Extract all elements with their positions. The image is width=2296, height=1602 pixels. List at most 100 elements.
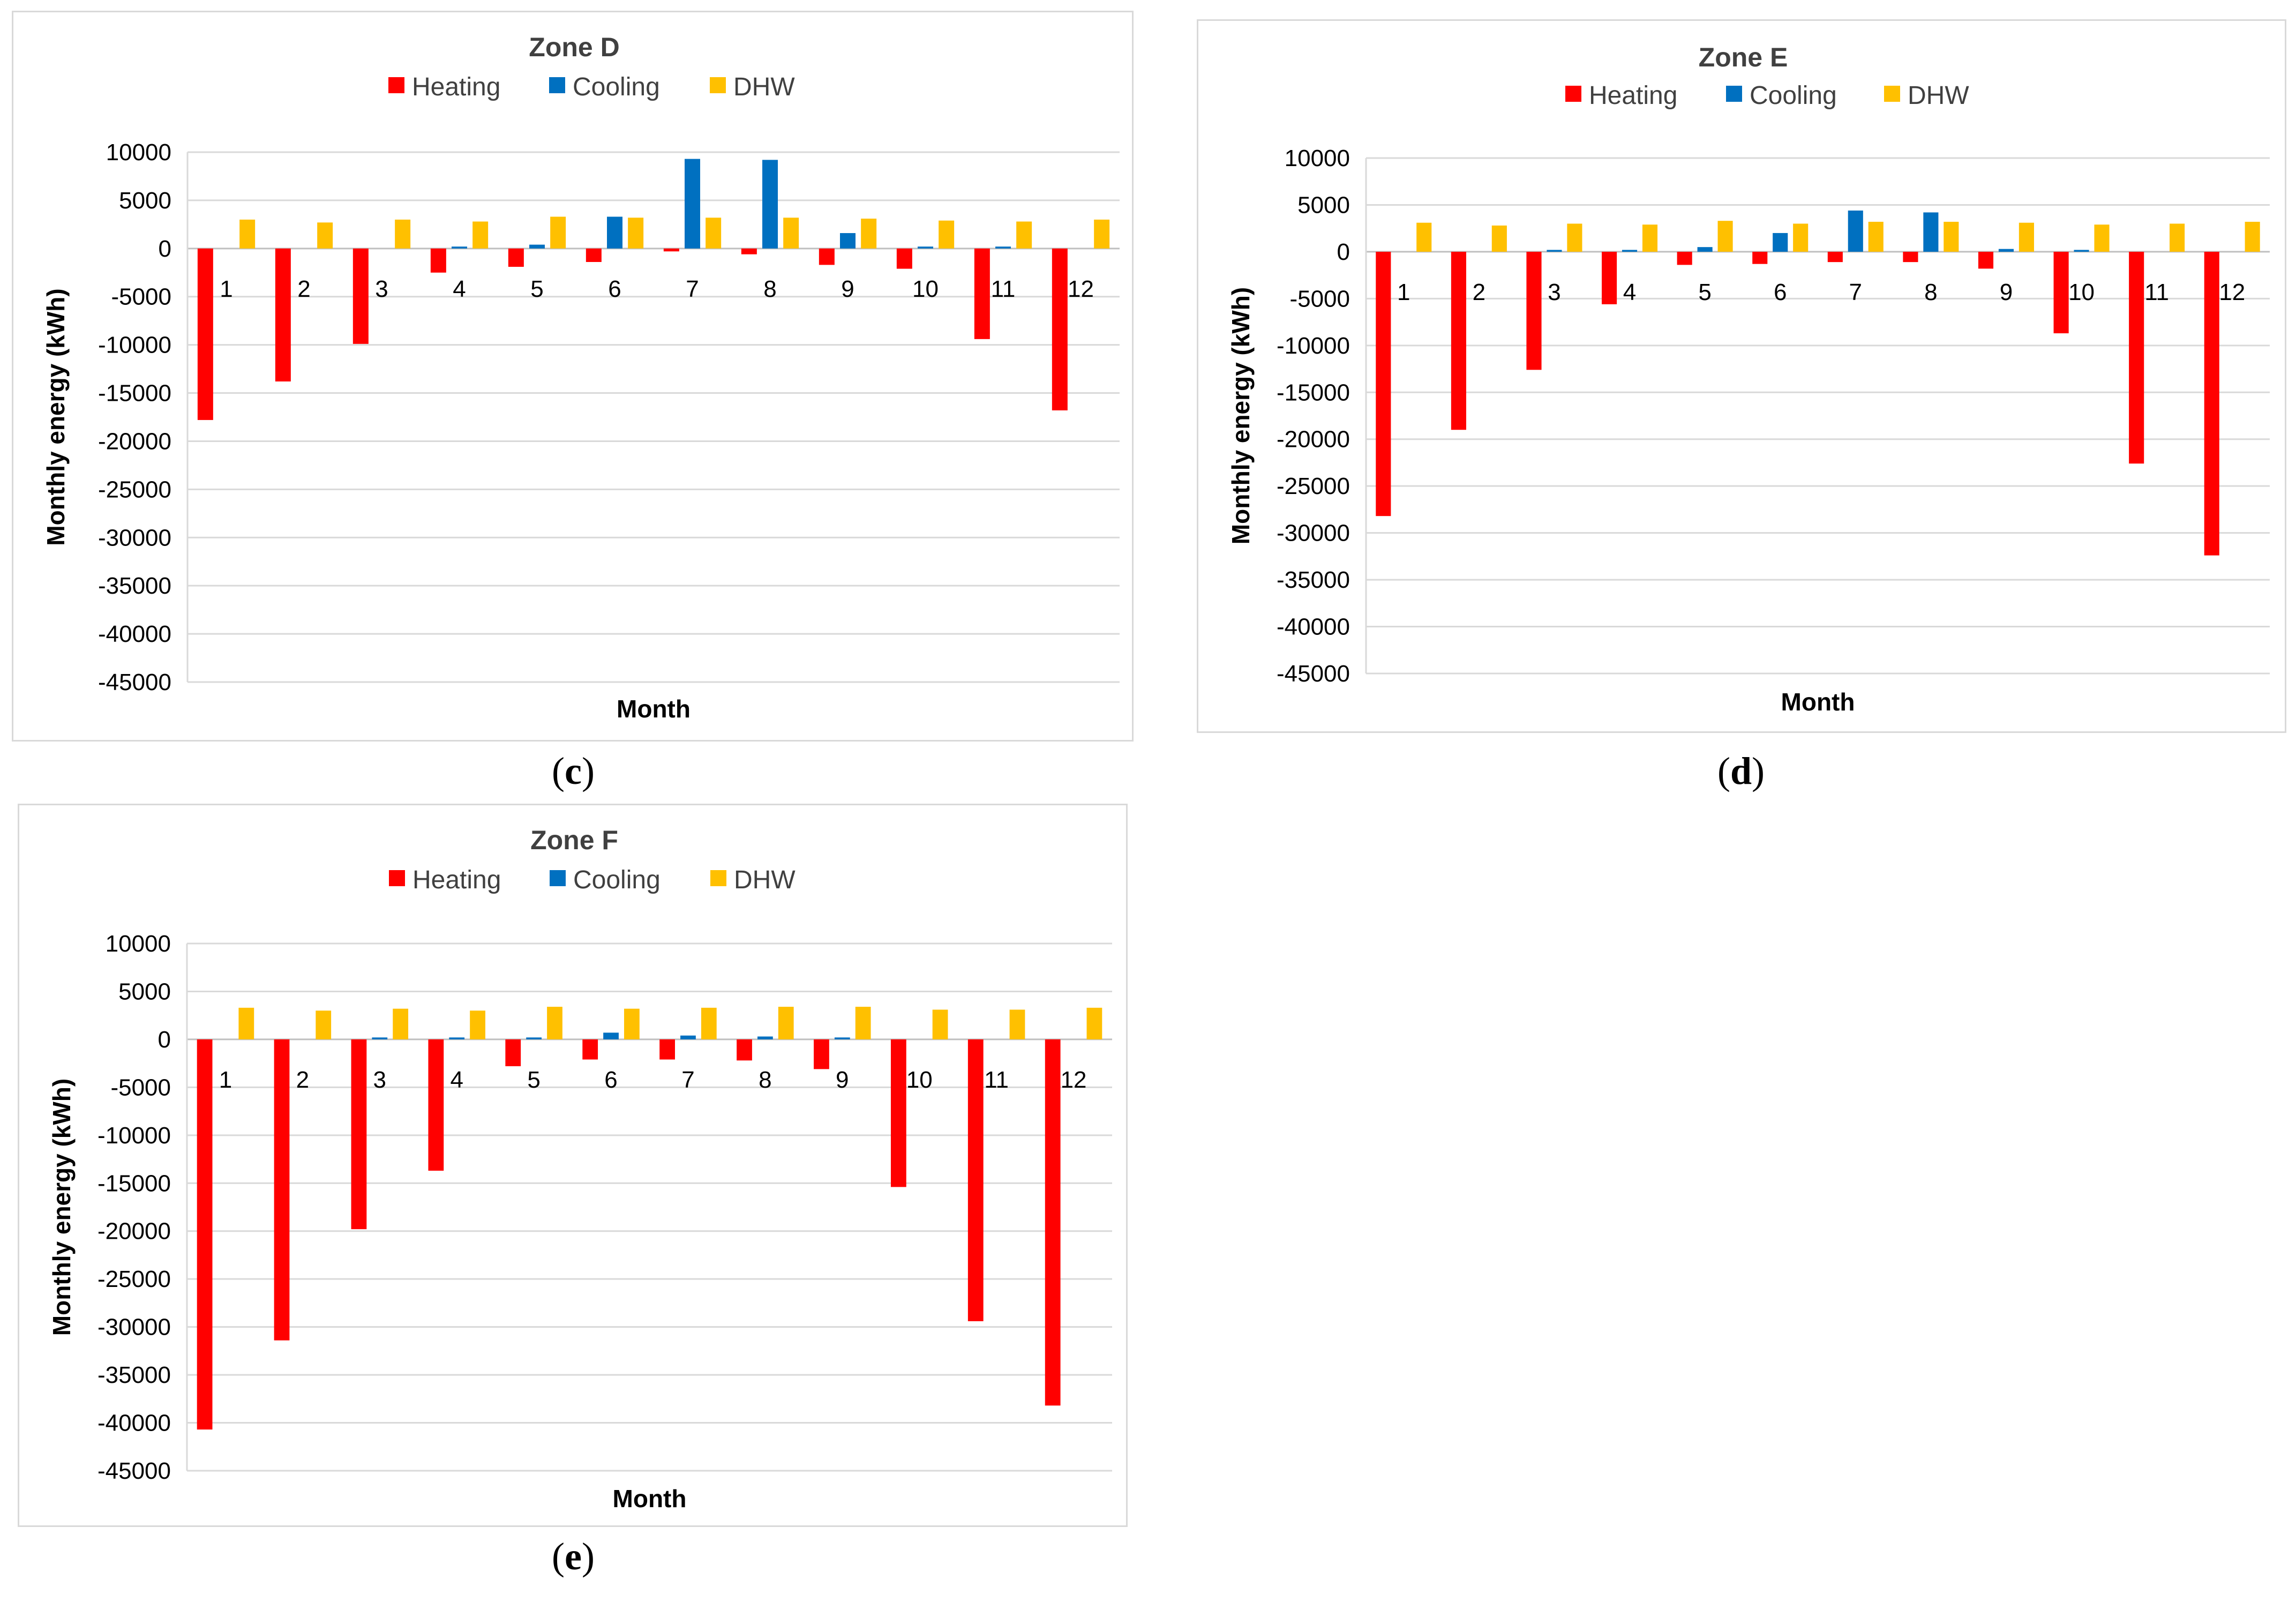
chart-panel-zone-f: Zone F Heating Cooling DHW 10000 5000 0 -5000 -1… bbox=[18, 804, 1128, 1527]
x-tick-label: 6 bbox=[604, 1067, 617, 1093]
bar-heating-month-10 bbox=[2053, 251, 2069, 334]
bar-heating-month-3 bbox=[1526, 251, 1542, 370]
bar-dhw-month-5 bbox=[1717, 221, 1733, 252]
bar-heating-month-6 bbox=[1752, 251, 1768, 264]
caption-d-letter: d bbox=[1730, 750, 1752, 792]
y-tick-label: -45000 bbox=[98, 669, 171, 695]
legend-label-dhw: DHW bbox=[1908, 81, 1969, 110]
chart-panel-zone-d: Zone D Heating Cooling DHW 10000 5000 0 -5000 -1… bbox=[12, 11, 1134, 742]
bar-cooling-month-6 bbox=[607, 216, 622, 249]
bar-dhw-month-1 bbox=[239, 219, 256, 249]
x-tick-label: 11 bbox=[2144, 279, 2169, 305]
bar-heating-month-12 bbox=[1052, 248, 1068, 410]
x-tick-label: 2 bbox=[1473, 279, 1485, 305]
bar-cooling-month-10 bbox=[918, 246, 933, 249]
y-tick-label: -35000 bbox=[1277, 567, 1350, 593]
y-tick-label: -5000 bbox=[111, 284, 171, 310]
bar-dhw-month-11 bbox=[1016, 221, 1032, 249]
x-tick-label: 9 bbox=[841, 276, 854, 302]
bar-dhw-month-3 bbox=[1567, 223, 1582, 252]
bar-heating-month-4 bbox=[428, 1039, 444, 1171]
x-tick-label: 11 bbox=[991, 276, 1016, 302]
y-tick-label: -10000 bbox=[97, 1122, 171, 1149]
bar-heating-month-1 bbox=[1376, 251, 1391, 516]
bar-heating-month-6 bbox=[586, 248, 602, 262]
bar-heating-month-12 bbox=[1045, 1039, 1061, 1406]
chart-title: Zone F bbox=[530, 825, 618, 855]
x-axis-title: Month bbox=[613, 1485, 687, 1513]
y-tick-label: 5000 bbox=[119, 188, 171, 214]
bar-dhw-month-12 bbox=[1094, 219, 1110, 249]
bar-dhw-month-2 bbox=[317, 222, 333, 249]
bar-cooling-month-4 bbox=[1622, 250, 1638, 252]
bar-dhw-month-7 bbox=[706, 218, 722, 249]
bar-cooling-month-3 bbox=[1547, 250, 1562, 252]
x-tick-label: 12 bbox=[1061, 1067, 1087, 1093]
bar-heating-month-8 bbox=[1903, 251, 1918, 263]
bar-cooling-month-6 bbox=[603, 1032, 619, 1039]
bar-heating-month-1 bbox=[197, 248, 213, 420]
x-tick-label: 1 bbox=[219, 1067, 232, 1093]
bar-dhw-month-9 bbox=[861, 219, 877, 249]
chart-title: Zone E bbox=[1699, 42, 1788, 72]
y-tick-label: -15000 bbox=[1277, 379, 1350, 406]
bar-heating-month-8 bbox=[737, 1039, 752, 1061]
legend-swatch-heating bbox=[388, 77, 404, 93]
bar-heating-month-4 bbox=[1602, 251, 1617, 304]
bar-heating-month-6 bbox=[582, 1039, 598, 1060]
legend-label-cooling: Cooling bbox=[1750, 81, 1837, 110]
bar-heating-month-7 bbox=[1827, 251, 1843, 263]
y-tick-label: 0 bbox=[1337, 239, 1350, 265]
bar-cooling-month-7 bbox=[1848, 210, 1863, 252]
y-tick-label: -10000 bbox=[98, 332, 171, 358]
y-tick-label: -10000 bbox=[1277, 333, 1350, 359]
bar-heating-month-9 bbox=[814, 1039, 829, 1069]
chart-zone-d: Zone D Heating Cooling DHW 10000 5000 0 -5000 -1… bbox=[42, 32, 1120, 723]
bar-dhw-month-2 bbox=[316, 1010, 332, 1039]
y-tick-label: -45000 bbox=[97, 1458, 171, 1484]
bar-cooling-month-10 bbox=[2074, 250, 2089, 252]
bar-heating-month-4 bbox=[430, 248, 446, 273]
bar-heating-month-9 bbox=[819, 248, 835, 265]
y-tick-label: -35000 bbox=[97, 1362, 171, 1388]
chart-zone-f: Zone F Heating Cooling DHW 10000 5000 0 -5000 -1… bbox=[48, 825, 1112, 1513]
legend-swatch-dhw bbox=[1884, 86, 1900, 102]
bar-heating-month-7 bbox=[663, 248, 679, 252]
bar-heating-month-11 bbox=[974, 248, 990, 339]
y-tick-label: -5000 bbox=[1289, 286, 1350, 312]
bar-cooling-month-6 bbox=[1773, 233, 1788, 252]
x-tick-label: 8 bbox=[759, 1067, 771, 1093]
x-tick-label: 10 bbox=[912, 276, 939, 302]
bar-heating-month-3 bbox=[351, 1039, 367, 1230]
bar-heating-month-3 bbox=[352, 248, 369, 344]
bar-heating-month-5 bbox=[1677, 251, 1692, 265]
y-tick-label: -40000 bbox=[98, 621, 171, 647]
x-tick-label: 3 bbox=[1548, 279, 1560, 305]
legend-label-dhw: DHW bbox=[733, 73, 795, 101]
bar-cooling-month-7 bbox=[680, 1035, 696, 1039]
bar-cooling-month-4 bbox=[449, 1037, 465, 1039]
bar-dhw-month-10 bbox=[939, 220, 955, 249]
caption-e: (e) bbox=[552, 1535, 595, 1578]
y-tick-label: -35000 bbox=[98, 573, 171, 599]
y-tick-label: -30000 bbox=[98, 525, 171, 551]
bar-dhw-month-8 bbox=[1944, 221, 1959, 252]
x-tick-label: 10 bbox=[2068, 279, 2095, 305]
bar-heating-month-10 bbox=[896, 248, 912, 269]
bar-cooling-month-9 bbox=[1998, 249, 2014, 252]
x-tick-label: 8 bbox=[763, 276, 776, 302]
bar-dhw-month-1 bbox=[1416, 222, 1432, 252]
bar-heating-month-7 bbox=[659, 1039, 675, 1060]
chart-panel-zone-e: Zone E Heating Cooling DHW 10000 5000 0 -5000 -1… bbox=[1197, 19, 2286, 733]
x-tick-label: 2 bbox=[297, 276, 310, 302]
bar-cooling-month-4 bbox=[452, 246, 467, 249]
bar-dhw-month-4 bbox=[1642, 224, 1658, 252]
bar-dhw-month-11 bbox=[1009, 1009, 1025, 1039]
bar-heating-month-11 bbox=[967, 1039, 984, 1321]
y-tick-label: 10000 bbox=[1285, 145, 1350, 171]
x-axis-title: Month bbox=[1781, 688, 1855, 716]
bar-dhw-month-1 bbox=[238, 1007, 254, 1039]
caption-c-letter: c bbox=[565, 750, 582, 792]
bar-dhw-month-3 bbox=[393, 1008, 409, 1039]
chart-zone-e: Zone E Heating Cooling DHW 10000 5000 0 -5000 -1… bbox=[1227, 42, 2270, 716]
